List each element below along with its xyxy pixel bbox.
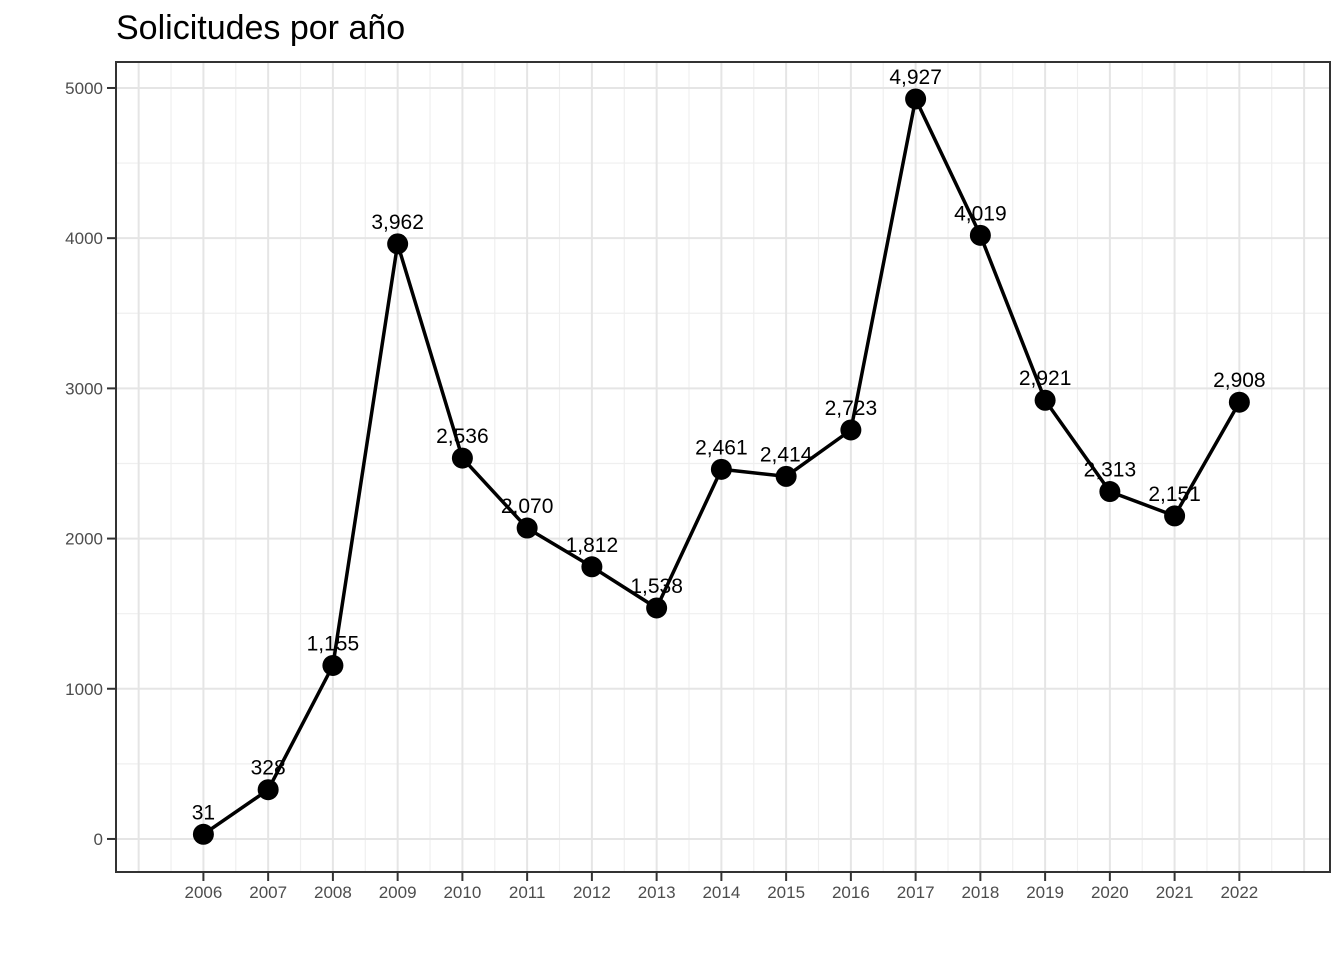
data-point-label: 2,414 bbox=[760, 443, 813, 466]
data-point bbox=[387, 233, 409, 255]
data-point bbox=[192, 823, 214, 845]
x-axis-tick-label: 2006 bbox=[184, 883, 222, 902]
data-point bbox=[322, 654, 344, 676]
data-point bbox=[451, 447, 473, 469]
data-point bbox=[1164, 505, 1186, 527]
x-axis-tick-label: 2013 bbox=[638, 883, 676, 902]
data-point-label: 2,070 bbox=[501, 495, 554, 518]
data-point-label: 2,461 bbox=[695, 436, 748, 459]
data-point-label: 2,151 bbox=[1148, 483, 1201, 506]
data-point bbox=[646, 597, 668, 619]
data-point-label: 2,723 bbox=[825, 397, 878, 420]
x-axis-tick-label: 2007 bbox=[249, 883, 287, 902]
panel-border bbox=[115, 61, 1331, 873]
y-axis-tick-label: 3000 bbox=[65, 379, 103, 398]
data-point bbox=[775, 465, 797, 487]
data-point-label: 2,908 bbox=[1213, 369, 1266, 392]
y-axis-tick-label: 5000 bbox=[65, 79, 103, 98]
y-axis-tick-label: 0 bbox=[94, 830, 103, 849]
data-point-label: 1,812 bbox=[566, 534, 619, 557]
x-axis-tick-label: 2011 bbox=[509, 883, 546, 902]
data-point bbox=[969, 224, 991, 246]
data-point-label: 4,927 bbox=[889, 66, 942, 89]
data-point-label: 2,536 bbox=[436, 425, 489, 448]
data-point-label: 2,313 bbox=[1084, 459, 1137, 482]
data-point-label: 328 bbox=[251, 757, 286, 780]
data-point bbox=[1034, 389, 1056, 411]
data-point-label: 31 bbox=[192, 801, 215, 824]
x-axis-tick-label: 2019 bbox=[1026, 883, 1064, 902]
data-point bbox=[710, 458, 732, 480]
x-axis-tick-label: 2008 bbox=[314, 883, 352, 902]
data-point bbox=[840, 419, 862, 441]
data-point bbox=[1228, 391, 1250, 413]
x-axis-tick-label: 2010 bbox=[443, 883, 481, 902]
x-axis-tick-label: 2017 bbox=[897, 883, 935, 902]
x-axis-tick-label: 2015 bbox=[767, 883, 805, 902]
data-point bbox=[581, 556, 603, 578]
data-point bbox=[905, 88, 927, 110]
x-axis-tick-label: 2012 bbox=[573, 883, 611, 902]
y-axis-tick-label: 2000 bbox=[65, 530, 103, 549]
data-point bbox=[516, 517, 538, 539]
y-axis-tick-label: 1000 bbox=[65, 680, 103, 699]
data-point-label: 2,921 bbox=[1019, 367, 1072, 390]
data-point-label: 4,019 bbox=[954, 202, 1007, 225]
data-point-label: 3,962 bbox=[371, 211, 424, 234]
x-axis-tick-label: 2009 bbox=[379, 883, 417, 902]
chart-title: Solicitudes por año bbox=[116, 9, 406, 47]
data-point bbox=[257, 779, 279, 801]
x-axis-tick-label: 2020 bbox=[1091, 883, 1129, 902]
data-point-label: 1,155 bbox=[307, 632, 360, 655]
x-axis-tick-label: 2021 bbox=[1156, 883, 1194, 902]
x-axis-tick-label: 2018 bbox=[961, 883, 999, 902]
data-point bbox=[1099, 481, 1121, 503]
x-axis-tick-label: 2016 bbox=[832, 883, 870, 902]
x-axis-tick-label: 2014 bbox=[702, 883, 740, 902]
y-axis-tick-label: 4000 bbox=[65, 229, 103, 248]
data-point-label: 1,538 bbox=[630, 575, 683, 598]
x-axis-tick-label: 2022 bbox=[1220, 883, 1258, 902]
